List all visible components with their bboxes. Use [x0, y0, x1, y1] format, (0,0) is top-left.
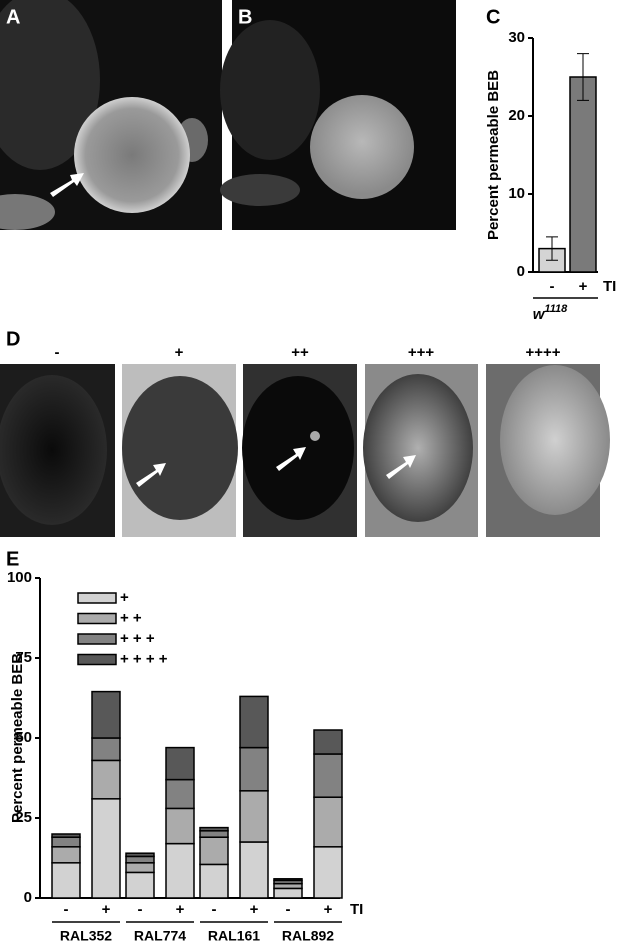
- score-label: +++: [408, 344, 435, 361]
- legend-swatch: [77, 612, 117, 625]
- y-tick-label: 0: [517, 263, 525, 280]
- bar-segment: [199, 836, 229, 866]
- x-axis-label: w1118: [533, 303, 568, 323]
- y-tick-label: 75: [15, 649, 32, 666]
- panel-label: B: [238, 6, 252, 28]
- x-axis-label-sup: 1118: [544, 303, 568, 315]
- bar-segment: [239, 695, 269, 749]
- score-label: ++++: [525, 344, 560, 361]
- error-bar: [546, 236, 558, 261]
- x-tick-label: +: [102, 901, 111, 918]
- bar-segment: [91, 737, 121, 762]
- bar-segment: [51, 862, 81, 899]
- y-tick-label: 30: [508, 29, 525, 46]
- x-tick-label: +: [579, 278, 588, 295]
- bar-segment: [91, 690, 121, 739]
- legend-swatch: [77, 653, 117, 666]
- bar-segment: [273, 887, 303, 899]
- group-label: RAL892: [282, 928, 334, 944]
- legend-label: + + +: [120, 630, 155, 647]
- bar-segment: [239, 790, 269, 843]
- treatment-label: TI: [350, 901, 363, 918]
- x-tick-label: -: [138, 901, 143, 918]
- score-label: -: [55, 344, 60, 361]
- x-tick-label: +: [250, 901, 259, 918]
- bar-segment: [313, 846, 343, 899]
- x-tick-label: -: [64, 901, 69, 918]
- photo-a: [0, 0, 222, 230]
- panel-label: D: [6, 328, 20, 350]
- bar-segment: [239, 841, 269, 899]
- bar: [569, 76, 597, 273]
- bar-segment: [165, 746, 195, 781]
- legend-swatch: [77, 592, 117, 604]
- bar-segment: [313, 753, 343, 798]
- legend-swatch: [77, 633, 117, 645]
- treatment-label: TI: [603, 278, 616, 295]
- y-tick-label: 25: [15, 809, 32, 826]
- photo-b: [220, 0, 456, 230]
- panel-label: A: [6, 6, 20, 28]
- y-tick-label: 100: [7, 569, 32, 586]
- bar-segment: [199, 826, 229, 832]
- legend-label: +: [120, 589, 129, 606]
- bar-segment: [273, 878, 303, 882]
- y-axis-label: Percent permeable BEB: [9, 653, 26, 823]
- bar-segment: [165, 807, 195, 845]
- panel-label: C: [486, 6, 500, 28]
- legend-label: + +: [120, 609, 142, 626]
- x-tick-label: -: [286, 901, 291, 918]
- y-tick-label: 0: [24, 889, 32, 906]
- bar-segment: [125, 852, 155, 858]
- bar-segment: [125, 862, 155, 874]
- y-axis-label: Percent permeable BEB: [485, 70, 502, 240]
- bar-segment: [51, 846, 81, 864]
- x-axis-label-base: w: [533, 306, 546, 323]
- y-tick-label: 50: [15, 729, 32, 746]
- bar-segment: [165, 842, 195, 899]
- legend-label: + + + +: [120, 650, 168, 667]
- bar-segment: [51, 833, 81, 838]
- bar-segment: [199, 830, 229, 838]
- bar-segment: [313, 796, 343, 848]
- bar-segment: [313, 729, 343, 755]
- x-tick-label: -: [212, 901, 217, 918]
- bar-segment: [199, 863, 229, 899]
- bar-segment: [51, 836, 81, 848]
- y-tick-label: 10: [508, 185, 525, 202]
- bar-segment: [239, 746, 269, 792]
- score-label: +: [175, 344, 184, 361]
- y-tick-label: 20: [508, 107, 525, 124]
- x-tick-label: -: [550, 278, 555, 295]
- x-tick-label: +: [324, 901, 333, 918]
- photo-d: [0, 364, 610, 537]
- score-label: ++: [291, 344, 309, 361]
- bar-segment: [165, 778, 195, 810]
- bar-segment: [91, 798, 121, 899]
- bar-segment: [91, 759, 121, 800]
- group-label: RAL774: [134, 928, 186, 944]
- bar-segment: [125, 871, 155, 899]
- bar-segment: [125, 855, 155, 864]
- x-tick-label: +: [176, 901, 185, 918]
- panel-label: E: [6, 548, 19, 570]
- group-label: RAL161: [208, 928, 260, 944]
- group-label: RAL352: [60, 928, 112, 944]
- error-bar: [577, 53, 589, 101]
